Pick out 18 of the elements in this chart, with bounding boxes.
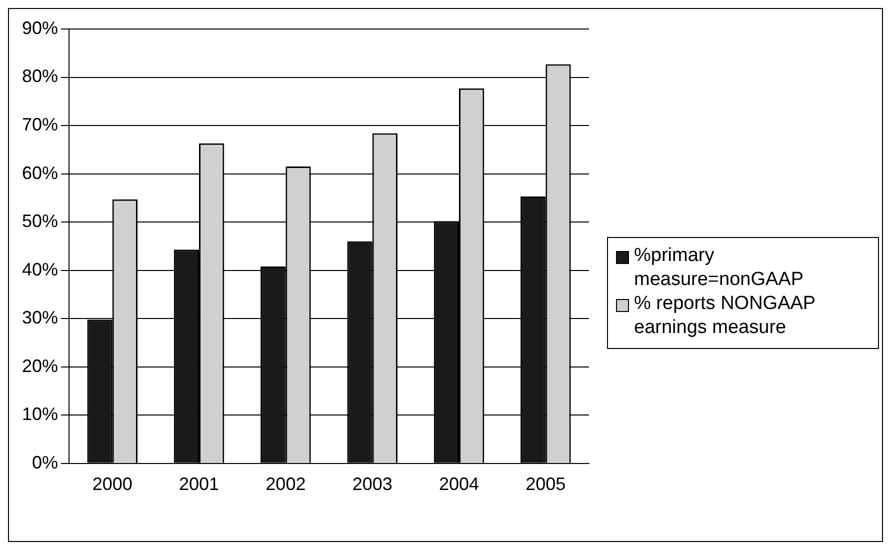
y-tick-label: 80% — [22, 66, 58, 86]
y-tick-label: 30% — [22, 308, 58, 328]
x-tick-label: 2001 — [178, 474, 220, 494]
y-tick-label: 20% — [22, 356, 58, 376]
y-tick-label: 50% — [22, 211, 58, 232]
x-tick-label: 2000 — [92, 474, 132, 494]
y-tick-label: 70% — [22, 114, 58, 134]
y-tick-label: 10% — [22, 404, 58, 424]
y-tick-label: 0% — [32, 452, 58, 472]
x-tick-label: 2003 — [352, 474, 392, 494]
x-tick-label: 2004 — [438, 474, 480, 494]
x-tick-label: 2002 — [266, 474, 306, 494]
legend-label: %primary measure=nonGAAP — [634, 244, 805, 292]
y-tick-label: 60% — [22, 162, 58, 183]
y-tick-label: 40% — [22, 259, 58, 280]
legend-label: % reports NONGAAP earnings measure — [634, 292, 816, 340]
y-tick-label: 90% — [22, 18, 58, 38]
x-tick-label: 2005 — [526, 474, 566, 494]
